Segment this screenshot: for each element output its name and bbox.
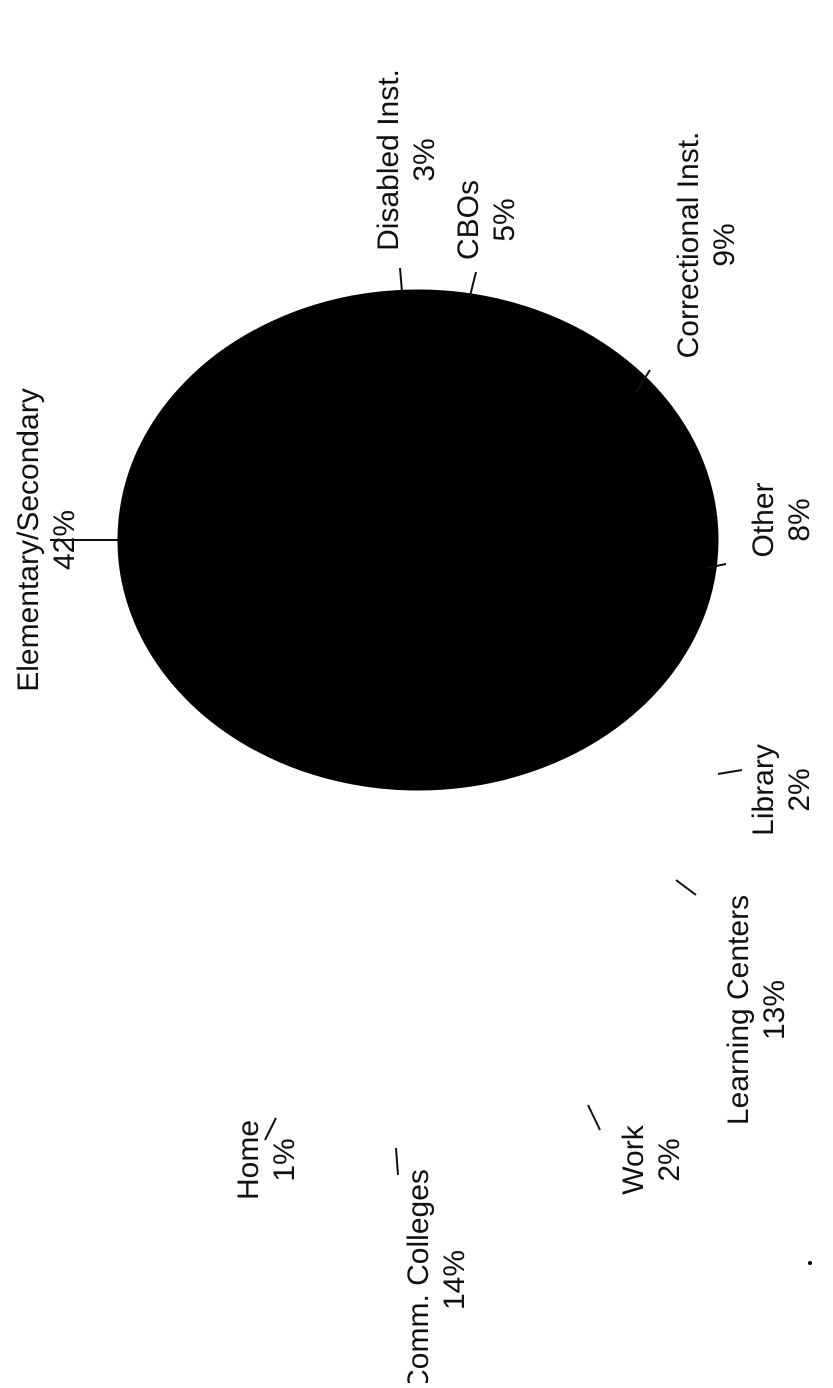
slice-value-label: 8% <box>783 498 816 541</box>
slice-value-label: 5% <box>488 198 521 241</box>
pie-slice-correctional-inst <box>247 538 419 791</box>
leader-line <box>264 1117 277 1141</box>
slice-value-label: 42% <box>48 510 81 570</box>
leader-line <box>469 271 477 297</box>
leader-line <box>587 1104 601 1131</box>
leader-line <box>675 879 697 896</box>
stray-dot <box>808 1261 812 1265</box>
leader-line <box>705 563 727 569</box>
slice-label-group: Correctional Inst. 9% <box>672 132 741 359</box>
slice-label: CBOs <box>452 180 485 260</box>
pie-slice-home <box>398 289 419 541</box>
slice-label-group: Other 8% <box>747 482 816 557</box>
slice-label: Library <box>747 744 780 836</box>
slice-label-group: Elementary/Secondary 42% <box>12 388 81 692</box>
slice-label: Comm. Colleges <box>402 1169 435 1383</box>
slice-label: Elementary/Secondary <box>12 388 45 692</box>
leader-line <box>395 1147 399 1176</box>
pie-slice-learning-centers <box>117 421 420 623</box>
slice-value-label: 9% <box>708 223 741 266</box>
slice-value-label: 13% <box>758 980 791 1040</box>
slice-label-group: Comm. Colleges 14% <box>402 1169 471 1388</box>
slice-label: Correctional Inst. <box>672 132 705 359</box>
slice-label: Other <box>747 482 780 557</box>
slice-label-group: Learning Centers 13% <box>722 895 791 1125</box>
slice-value-label: 3% <box>408 138 441 181</box>
slice-label-group: Home 1% <box>232 1120 301 1200</box>
slice-value-label: 1% <box>268 1138 301 1181</box>
slice-label: Disabled Inst. <box>372 69 405 251</box>
slice-label-group: Library 2% <box>747 744 816 836</box>
slices-layer <box>117 289 719 791</box>
pie-slice-other <box>148 539 419 747</box>
slice-label: Home <box>232 1120 265 1200</box>
slice-label-group: CBOs 5% <box>452 180 521 260</box>
slice-label: Learning Centers <box>722 895 755 1125</box>
slice-label-group: Work 2% <box>617 1124 686 1194</box>
labels-layer: Elementary/Secondary 42%Disabled Inst. 3%C… <box>12 69 816 1388</box>
leader-line <box>635 369 651 393</box>
pie-slice-comm-colleges <box>172 289 419 541</box>
slice-label: Work <box>617 1124 650 1194</box>
pie-slice-elementary-secondary <box>417 289 719 763</box>
leader-line <box>717 769 743 775</box>
leader-lines-layer <box>50 267 743 1176</box>
leader-line <box>399 267 403 293</box>
slice-value-label: 2% <box>653 1138 686 1181</box>
slice-label-group: Disabled Inst. 3% <box>372 69 441 251</box>
slice-value-label: 2% <box>783 768 816 811</box>
slice-value-label: 14% <box>438 1250 471 1310</box>
